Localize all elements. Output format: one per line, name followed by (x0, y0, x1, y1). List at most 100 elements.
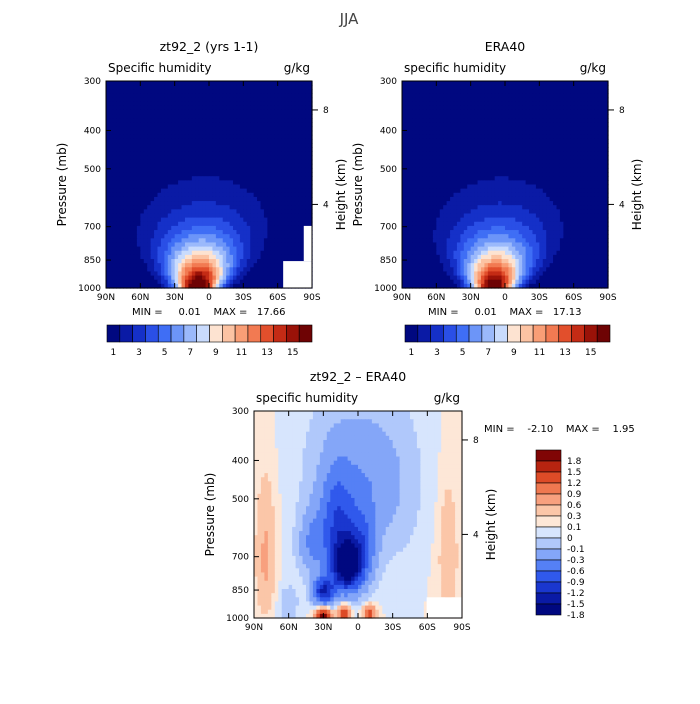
heatmap-cell (557, 114, 561, 119)
heatmap-cell (416, 168, 420, 173)
heatmap-cell (539, 205, 543, 210)
heatmap-cell (175, 164, 179, 169)
heatmap-cell (557, 98, 561, 103)
heatmap-cell (182, 271, 186, 276)
heatmap-cell (257, 98, 261, 103)
heatmap-cell (474, 168, 478, 173)
heatmap-cell (570, 176, 574, 181)
heatmap-cell (158, 201, 162, 206)
heatmap-cell (474, 189, 478, 194)
heatmap-cell (457, 160, 461, 165)
heatmap-cell (526, 209, 530, 214)
heatmap-cell (302, 164, 306, 169)
heatmap-cell (127, 151, 131, 156)
heatmap-cell (581, 93, 585, 98)
heatmap-cell (106, 201, 110, 206)
heatmap-cell (508, 102, 512, 107)
heatmap-cell (440, 209, 444, 214)
heatmap-cell (168, 122, 172, 127)
heatmap-cell (161, 276, 165, 281)
heatmap-cell (274, 139, 278, 144)
heatmap-cell (447, 151, 451, 156)
heatmap-cell (161, 118, 165, 123)
heatmap-cell (164, 222, 168, 227)
heatmap-cell (285, 122, 289, 127)
heatmap-cell (230, 85, 234, 90)
heatmap-cell (278, 201, 282, 206)
heatmap-cell (298, 180, 302, 185)
heatmap-cell (488, 164, 492, 169)
heatmap-cell (436, 172, 440, 177)
heatmap-cell (305, 201, 309, 206)
heatmap-cell (512, 205, 516, 210)
heatmap-cell (298, 143, 302, 148)
heatmap-cell (240, 218, 244, 223)
heatmap-cell (454, 93, 458, 98)
heatmap-cell (192, 234, 196, 239)
heatmap-cell (182, 180, 186, 185)
heatmap-cell (546, 85, 550, 90)
heatmap-cell (581, 106, 585, 111)
heatmap-cell (140, 164, 144, 169)
heatmap-cell (254, 172, 258, 177)
heatmap-cell (133, 189, 137, 194)
x-tick-label: 90N (97, 293, 115, 303)
heatmap-cell (212, 222, 216, 227)
heatmap-cell (230, 213, 234, 218)
heatmap-cell (151, 110, 155, 115)
heatmap-cell (161, 151, 165, 156)
heatmap-cell (168, 230, 172, 235)
heatmap-cell (450, 110, 454, 115)
heatmap-cell (288, 135, 292, 140)
heatmap-cell (526, 122, 530, 127)
heatmap-cell (209, 114, 213, 119)
heatmap-cell (106, 81, 110, 86)
heatmap-cell (291, 164, 295, 169)
heatmap-cell (243, 263, 247, 268)
heatmap-cell (261, 180, 265, 185)
heatmap-cell (288, 106, 292, 111)
heatmap-cell (305, 189, 309, 194)
heatmap-cell (536, 164, 540, 169)
heatmap-cell (133, 131, 137, 136)
heatmap-cell (212, 238, 216, 243)
heatmap-cell (154, 197, 158, 202)
heatmap-cell (302, 93, 306, 98)
x-tick-label: 0 (206, 293, 212, 303)
heatmap-cell (412, 122, 416, 127)
heatmap-cell (236, 151, 240, 156)
heatmap-cell (175, 127, 179, 132)
heatmap-cell (505, 114, 509, 119)
heatmap-cell (447, 197, 451, 202)
heatmap-cell (512, 127, 516, 132)
heatmap-cell (206, 197, 210, 202)
heatmap-cell (464, 185, 468, 190)
heatmap-cell (116, 85, 120, 90)
heatmap-cell (543, 85, 547, 90)
heatmap-cell (557, 193, 561, 198)
heatmap-cell (240, 230, 244, 235)
heatmap-cell (519, 176, 523, 181)
heatmap-cell (226, 251, 230, 256)
heatmap-cell (478, 89, 482, 94)
heatmap-cell (233, 160, 237, 165)
heatmap-cell (295, 110, 299, 115)
heatmap-cell (171, 205, 175, 210)
heatmap-cell (419, 135, 423, 140)
heatmap-cell (581, 185, 585, 190)
heatmap-cell (144, 189, 148, 194)
heatmap-cell (436, 151, 440, 156)
heatmap-cell (127, 135, 131, 140)
heatmap-cell (223, 114, 227, 119)
heatmap-cell (601, 85, 605, 90)
heatmap-cell (546, 160, 550, 165)
heatmap-cell (563, 168, 567, 173)
heatmap-cell (144, 147, 148, 152)
heatmap-cell (454, 205, 458, 210)
heatmap-cell (195, 218, 199, 223)
heatmap-cell (216, 143, 220, 148)
heatmap-cell (574, 118, 578, 123)
heatmap-cell (158, 110, 162, 115)
heatmap-cell (120, 201, 124, 206)
heatmap-cell (123, 242, 127, 247)
